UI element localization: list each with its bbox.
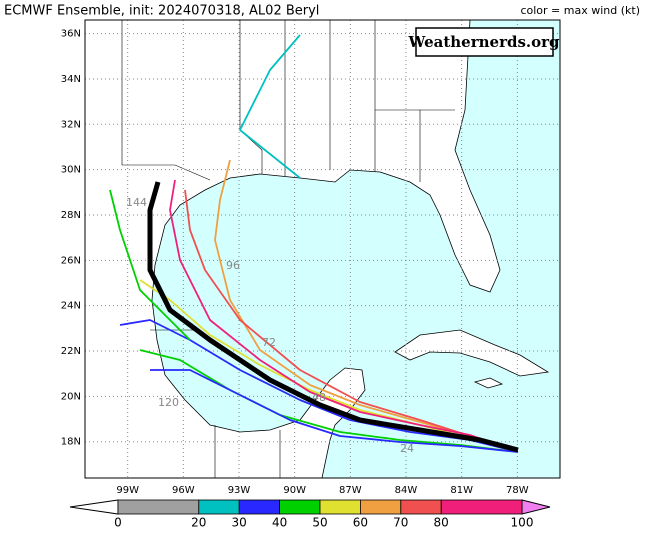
colorbar-label: 40 bbox=[272, 516, 287, 530]
lon-label: 93W bbox=[228, 485, 251, 496]
track bbox=[139, 349, 519, 453]
hour-label: 24 bbox=[400, 442, 414, 455]
lon-label: 84W bbox=[395, 485, 418, 496]
colorbar: 0 20 30 40 50 60 70 80 100 bbox=[69, 499, 551, 530]
watermark: Weathernerds.org bbox=[407, 33, 560, 51]
lon-label: 81W bbox=[450, 485, 473, 496]
mean-track bbox=[147, 181, 519, 453]
colorbar-label: 100 bbox=[511, 516, 534, 530]
colorbar-under bbox=[69, 499, 119, 515]
lat-label: 34N bbox=[61, 74, 81, 85]
lon-label: 87W bbox=[339, 485, 362, 496]
borders bbox=[121, 20, 455, 478]
jamaica bbox=[473, 377, 504, 389]
map: 144 120 96 72 48 24 Weathernerds.org bbox=[84, 19, 561, 479]
colorbar-label: 20 bbox=[191, 516, 206, 530]
colorbar-segment bbox=[279, 499, 321, 515]
legend-title: color = max wind (kt) bbox=[520, 4, 640, 17]
colorbar-segment bbox=[440, 499, 523, 515]
title: ECMWF Ensemble, init: 2024070318, AL02 B… bbox=[4, 4, 319, 19]
lat-label: 28N bbox=[61, 210, 81, 221]
track bbox=[239, 34, 301, 179]
hour-label: 48 bbox=[312, 391, 326, 404]
track bbox=[169, 179, 519, 453]
track bbox=[184, 189, 519, 453]
colorbar-label: 0 bbox=[114, 516, 122, 530]
hour-label: 120 bbox=[158, 396, 179, 409]
cuba bbox=[394, 329, 550, 377]
map-frame bbox=[84, 19, 561, 479]
track bbox=[109, 189, 191, 341]
lat-label: 18N bbox=[61, 437, 81, 448]
lat-label: 30N bbox=[61, 165, 81, 176]
lat-label: 32N bbox=[61, 119, 81, 130]
lon-label: 96W bbox=[172, 485, 195, 496]
colorbar-label: 60 bbox=[353, 516, 368, 530]
lon-label: 78W bbox=[506, 485, 529, 496]
colorbar-label: 50 bbox=[312, 516, 327, 530]
lat-label: 22N bbox=[61, 346, 81, 357]
hour-label: 96 bbox=[226, 259, 240, 272]
track bbox=[150, 369, 519, 453]
lon-label: 99W bbox=[116, 485, 139, 496]
colorbar-label: 30 bbox=[232, 516, 247, 530]
colorbar-segment bbox=[117, 499, 200, 515]
track bbox=[214, 159, 519, 453]
colorbar-segment bbox=[198, 499, 240, 515]
lat-label: 36N bbox=[61, 29, 81, 40]
watermark-box bbox=[415, 27, 554, 57]
colorbar-segment bbox=[359, 499, 402, 515]
colorbar-over bbox=[521, 499, 551, 515]
colorbar-segment bbox=[319, 499, 361, 515]
colorbar-label: 70 bbox=[393, 516, 408, 530]
colorbar-segment bbox=[238, 499, 280, 515]
lat-label: 24N bbox=[61, 301, 81, 312]
hour-label: 144 bbox=[126, 196, 147, 209]
colorbar-segment bbox=[400, 499, 442, 515]
lat-label: 26N bbox=[61, 255, 81, 266]
hour-label: 72 bbox=[262, 336, 276, 349]
land bbox=[84, 19, 501, 479]
lon-label: 90W bbox=[283, 485, 306, 496]
lat-label: 20N bbox=[61, 391, 81, 402]
colorbar-label: 80 bbox=[434, 516, 449, 530]
